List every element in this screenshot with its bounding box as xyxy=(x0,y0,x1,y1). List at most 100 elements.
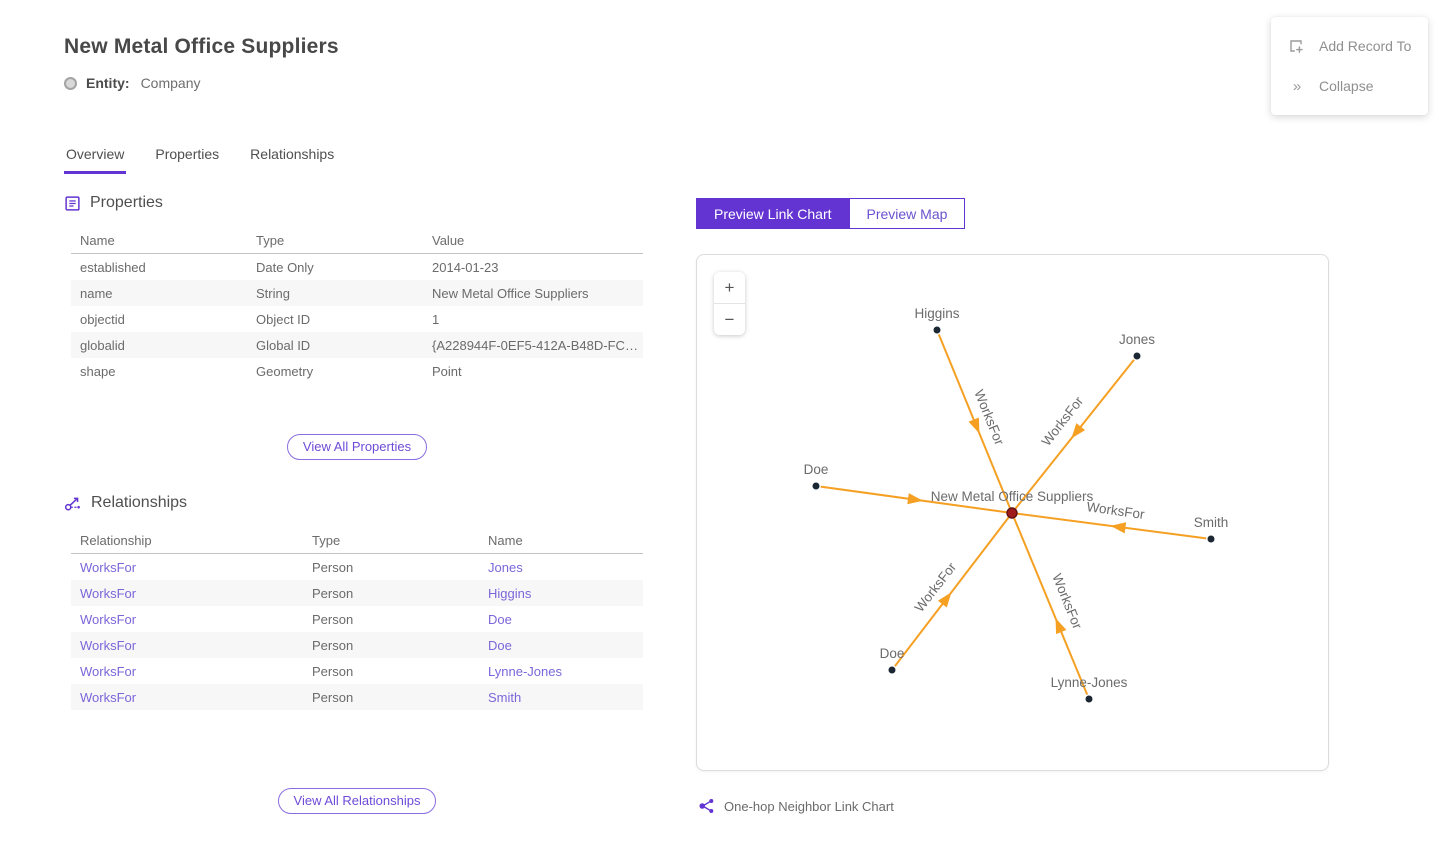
link-chart-svg: WorksFor WorksFor WorksFor WorksFor WorksFor… xyxy=(804,306,1229,704)
detail-tabs: Overview Properties Relationships xyxy=(64,142,363,174)
graph-node[interactable] xyxy=(811,481,821,491)
preview-toggle: Preview Link Chart Preview Map xyxy=(696,198,966,229)
view-all-relationships-button[interactable]: View All Relationships xyxy=(277,788,437,814)
property-cell: Global ID xyxy=(256,337,311,353)
tab-overview[interactable]: Overview xyxy=(64,142,127,174)
preview-tab-preview-map[interactable]: Preview Map xyxy=(848,198,966,229)
graph-node-label: Smith xyxy=(1194,515,1229,530)
graph-node[interactable] xyxy=(1206,534,1216,544)
properties-section-title: Properties xyxy=(90,194,163,211)
zoom-in-button[interactable]: + xyxy=(714,272,745,303)
property-row: globalid Global ID {A228944F-0EF5-412A-B48… xyxy=(71,332,643,358)
entity-value: Company xyxy=(140,75,201,91)
graph-node[interactable] xyxy=(887,665,897,675)
graph-node[interactable] xyxy=(932,325,942,335)
relationships-section-header: Relationships xyxy=(64,494,187,512)
graph-node-label: Jones xyxy=(1119,332,1155,347)
properties-icon xyxy=(65,195,80,211)
relationships-table-header: Relationship Type Name xyxy=(71,528,643,554)
column-header: Type xyxy=(312,533,341,548)
edge-arrow-icon xyxy=(937,592,952,608)
graph-edge xyxy=(1011,512,1090,700)
edge-arrow-icon xyxy=(968,417,980,434)
entity-panel: New Metal Office Suppliers Entity: Compa… xyxy=(64,0,643,857)
graph-node-label: New Metal Office Suppliers xyxy=(931,489,1094,504)
view-all-relationships-wrap: View All Relationships xyxy=(71,788,643,814)
graph-node-center[interactable] xyxy=(1006,507,1018,519)
related-entity-link[interactable]: Higgins xyxy=(488,585,532,601)
property-cell: Object ID xyxy=(256,311,311,327)
relationship-link[interactable]: WorksFor xyxy=(80,611,137,627)
edge-label: WorksFor xyxy=(912,559,960,615)
relationship-row: WorksFor Person Lynne-Jones xyxy=(71,658,643,684)
relationship-type: Person xyxy=(312,611,354,627)
property-cell: objectid xyxy=(80,311,125,327)
entity-label: Entity: xyxy=(86,75,130,91)
relationship-link[interactable]: WorksFor xyxy=(80,689,137,705)
preview-tab-preview-link-chart[interactable]: Preview Link Chart xyxy=(696,198,850,229)
graph-node[interactable] xyxy=(1084,694,1094,704)
edge-label: WorksFor xyxy=(971,387,1007,447)
property-cell: established xyxy=(80,259,146,275)
related-entity-link[interactable]: Jones xyxy=(488,559,523,575)
column-header: Value xyxy=(432,233,465,248)
graph-node[interactable] xyxy=(1132,351,1142,361)
relationship-row: WorksFor Person Higgins xyxy=(71,580,643,606)
column-header: Relationship xyxy=(80,533,152,548)
related-entity-link[interactable]: Lynne-Jones xyxy=(488,663,562,679)
edge-arrow-icon xyxy=(1055,618,1067,635)
column-header: Name xyxy=(488,533,523,548)
tab-properties[interactable]: Properties xyxy=(155,146,220,162)
zoom-divider xyxy=(714,303,745,304)
property-row: established Date Only 2014-01-23 xyxy=(71,254,643,280)
property-cell: 2014-01-23 xyxy=(432,259,499,275)
entity-type-row: Entity: Company xyxy=(64,75,200,91)
related-entity-link[interactable]: Smith xyxy=(488,689,522,705)
property-cell: String xyxy=(256,285,290,301)
property-cell: Geometry xyxy=(256,363,314,379)
related-entity-link[interactable]: Doe xyxy=(488,637,512,653)
link-chart-icon xyxy=(699,798,714,814)
relationship-type: Person xyxy=(312,663,354,679)
properties-table-body: established Date Only 2014-01-23 name String… xyxy=(71,254,643,384)
graph-node-label: Lynne-Jones xyxy=(1051,675,1128,690)
view-all-properties-button[interactable]: View All Properties xyxy=(286,434,428,460)
property-cell: New Metal Office Suppliers xyxy=(432,285,589,301)
graph-edge xyxy=(891,512,1013,671)
edge-arrow-icon xyxy=(1071,423,1086,439)
tab-relationships[interactable]: Relationships xyxy=(250,146,335,162)
properties-table: Name Type Value established Date Only 2014… xyxy=(71,228,643,384)
relationships-section-title: Relationships xyxy=(91,494,188,511)
relationship-link[interactable]: WorksFor xyxy=(80,585,137,601)
relationship-link[interactable]: WorksFor xyxy=(80,663,137,679)
menu-item-collapse[interactable]: » Collapse xyxy=(1271,66,1428,106)
relationships-table: Relationship Type Name WorksFor Person Jon… xyxy=(71,528,643,710)
property-row: objectid Object ID 1 xyxy=(71,306,643,332)
related-entity-link[interactable]: Doe xyxy=(488,611,512,627)
property-cell: shape xyxy=(80,363,116,379)
relationship-row: WorksFor Person Jones xyxy=(71,554,643,580)
relationships-table-body: WorksFor Person Jones WorksFor Person Higgins… xyxy=(71,554,643,710)
properties-table-header: Name Type Value xyxy=(71,228,643,254)
collapse-icon: » xyxy=(1292,77,1301,95)
property-row: name String New Metal Office Suppliers xyxy=(71,280,643,306)
edge-label: WorksFor xyxy=(1049,571,1085,631)
graph-node-label: Doe xyxy=(880,646,905,661)
context-menu: Add Record To » Collapse xyxy=(1271,17,1428,115)
property-cell: Point xyxy=(432,363,462,379)
relationship-link[interactable]: WorksFor xyxy=(80,559,137,575)
menu-item-add-record-to[interactable]: Add Record To xyxy=(1271,26,1428,66)
chart-zoom-control: + − xyxy=(714,272,745,335)
property-cell: name xyxy=(80,285,113,301)
chart-caption-text: One-hop Neighbor Link Chart xyxy=(724,798,894,814)
column-header: Name xyxy=(80,233,115,248)
link-chart-card: WorksFor WorksFor WorksFor WorksFor WorksFor… xyxy=(696,254,1329,771)
property-cell: 1 xyxy=(432,311,440,327)
zoom-out-button[interactable]: − xyxy=(714,304,745,335)
edge-label: WorksFor xyxy=(1039,393,1087,449)
relationship-link[interactable]: WorksFor xyxy=(80,637,137,653)
relationship-row: WorksFor Person Smith xyxy=(71,684,643,710)
property-cell: {A228944F-0EF5-412A-B48D-FCB... xyxy=(432,337,643,353)
properties-section-header: Properties xyxy=(64,194,163,212)
